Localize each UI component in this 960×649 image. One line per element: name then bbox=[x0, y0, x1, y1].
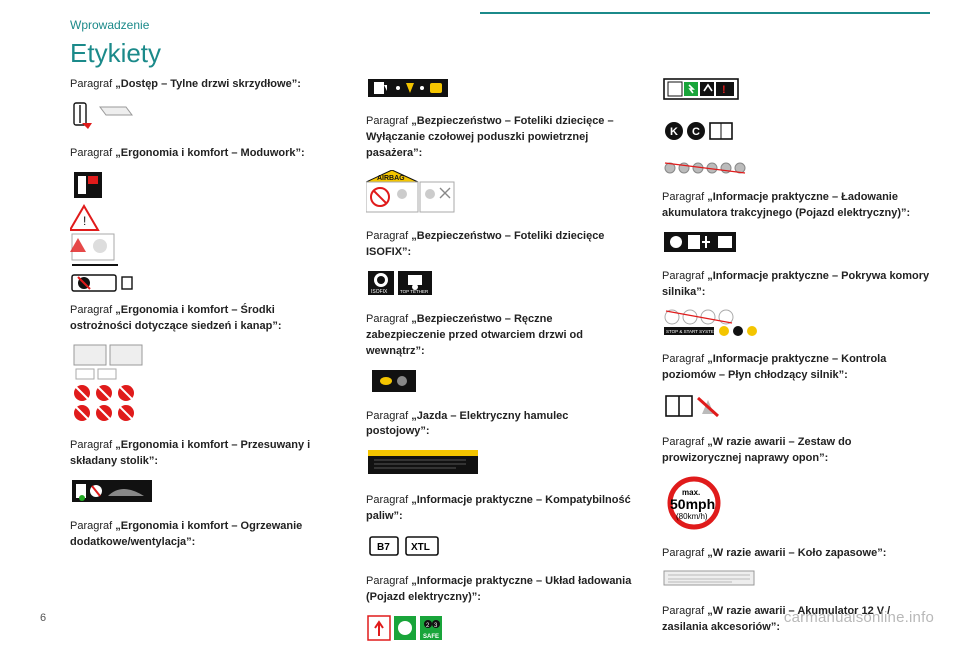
column-2: Paragraf „Bezpieczeństwo – Foteliki dzie… bbox=[366, 77, 634, 617]
para-c2-3: Paragraf „Bezpieczeństwo – Ręczne zabezp… bbox=[366, 312, 634, 360]
para-text: „Dostęp – Tylne drzwi skrzydłowe”: bbox=[115, 78, 301, 90]
para-c1-2: Paragraf „Ergonomia i komfort – Moduwork… bbox=[70, 146, 338, 162]
section-header: Wprowadzenie bbox=[70, 18, 930, 32]
para-c1-1: Paragraf „Dostęp – Tylne drzwi skrzydłow… bbox=[70, 77, 338, 93]
label-swing-doors-icon bbox=[70, 101, 338, 136]
svg-text:B7: B7 bbox=[377, 542, 390, 553]
para-c3-3: Paragraf „Informacje praktyczne – Kontro… bbox=[662, 352, 930, 384]
column-3: ! K C bbox=[662, 77, 930, 617]
svg-text:50mph: 50mph bbox=[670, 496, 715, 512]
label-epb-icon bbox=[366, 448, 634, 483]
para-c2-6: Paragraf „Informacje praktyczne – Układ … bbox=[366, 574, 634, 606]
label-traction-battery-icon bbox=[662, 230, 930, 259]
column-1: Paragraf „Dostęp – Tylne drzwi skrzydłow… bbox=[70, 77, 338, 617]
para-c1-4: Paragraf „Ergonomia i komfort – Przesuwa… bbox=[70, 438, 338, 470]
label-tyre-repair-icon: max. 50mph (80km/h) bbox=[662, 475, 930, 536]
label-moduwork-icon: ! bbox=[70, 170, 338, 293]
svg-text:K: K bbox=[670, 126, 678, 138]
label-coolant-icon bbox=[662, 392, 930, 425]
label-fuel-compat-icon: B7 XTL bbox=[366, 533, 634, 564]
label-seats-icon bbox=[70, 343, 338, 428]
label-isofix-icon: ISOFIX TOP TETHER bbox=[366, 269, 634, 302]
svg-text:STOP & START SYSTEM: STOP & START SYSTEM bbox=[666, 329, 718, 334]
para-c1-3: Paragraf „Ergonomia i komfort – Środki o… bbox=[70, 303, 338, 335]
label-childlock-icon bbox=[366, 368, 634, 399]
label-ev-panel3-icon bbox=[662, 161, 930, 180]
label-ev-panel2-icon: K C bbox=[662, 120, 930, 147]
svg-text:AIRBAG: AIRBAG bbox=[377, 175, 405, 182]
watermark: carmanualsonline.info bbox=[784, 609, 934, 626]
label-ev-panel1-icon: ! bbox=[662, 77, 930, 106]
para-c3-2: Paragraf „Informacje praktyczne – Pokryw… bbox=[662, 269, 930, 301]
label-charging-system-icon: 2 3 SAFE bbox=[366, 614, 634, 649]
para-c1-5: Paragraf „Ergonomia i komfort – Ogrzewan… bbox=[70, 519, 338, 551]
page-title: Etykiety bbox=[70, 38, 930, 69]
para-c3-5: Paragraf „W razie awarii – Koło zapasowe… bbox=[662, 546, 930, 562]
svg-text:SAFE: SAFE bbox=[423, 634, 439, 640]
svg-text:TOP TETHER: TOP TETHER bbox=[400, 289, 429, 294]
label-spare-wheel-icon bbox=[662, 569, 930, 594]
svg-text:!: ! bbox=[83, 214, 86, 228]
content-columns: Paragraf „Dostęp – Tylne drzwi skrzydłow… bbox=[70, 77, 930, 617]
para-c3-1: Paragraf „Informacje praktyczne – Ładowa… bbox=[662, 190, 930, 222]
label-fuel-heater-icon bbox=[366, 77, 634, 104]
label-airbag-icon: AIRBAG bbox=[366, 170, 634, 219]
svg-text:ISOFIX: ISOFIX bbox=[371, 289, 388, 295]
svg-text:XTL: XTL bbox=[411, 542, 430, 553]
para-c2-5: Paragraf „Informacje praktyczne – Kompat… bbox=[366, 493, 634, 525]
para-c2-4: Paragraf „Jazda – Elektryczny hamulec po… bbox=[366, 409, 634, 441]
para-c2-1: Paragraf „Bezpieczeństwo – Foteliki dzie… bbox=[366, 114, 634, 162]
svg-text:C: C bbox=[692, 126, 700, 138]
svg-text:(80km/h): (80km/h) bbox=[676, 512, 708, 521]
label-bonnet-icon: STOP & START SYSTEM bbox=[662, 309, 930, 342]
para-c3-4: Paragraf „W razie awarii – Zestaw do pro… bbox=[662, 435, 930, 467]
svg-text:!: ! bbox=[722, 84, 726, 96]
header-rule bbox=[480, 12, 930, 14]
page-number: 6 bbox=[40, 612, 46, 624]
para-c2-2: Paragraf „Bezpieczeństwo – Foteliki dzie… bbox=[366, 229, 634, 261]
label-table-icon bbox=[70, 478, 338, 509]
para-prefix: Paragraf bbox=[70, 78, 115, 90]
